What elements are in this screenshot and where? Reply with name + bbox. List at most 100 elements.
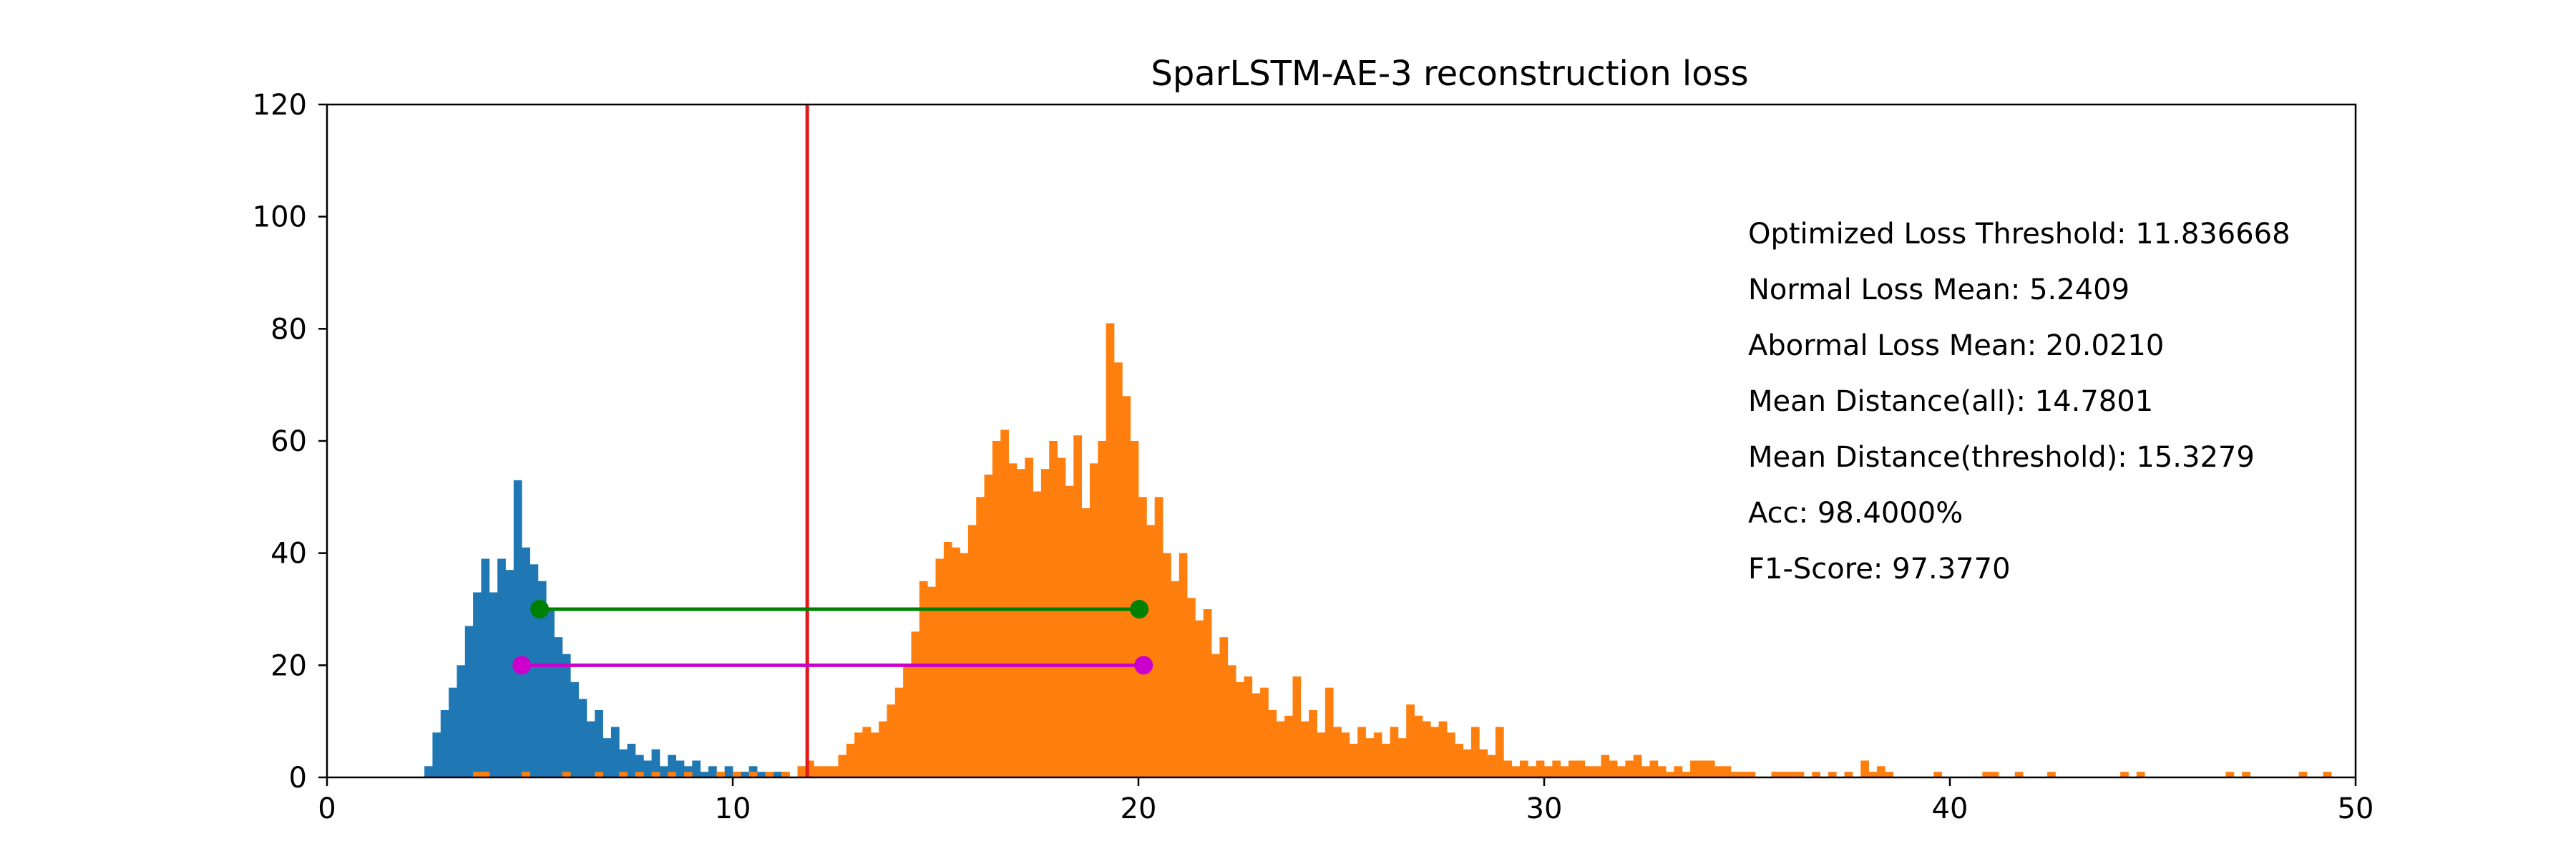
- histogram-bar-series-2: [2120, 772, 2129, 777]
- histogram-bar-series-2: [935, 558, 945, 777]
- histogram-bar-series-2: [1406, 704, 1415, 777]
- y-tick-label: 80: [270, 313, 307, 346]
- histogram-bar-series-2: [1106, 323, 1115, 777]
- histogram-bar-series-1: [619, 749, 628, 777]
- histogram-bar-series-2: [846, 744, 855, 777]
- histogram-bar-series-2: [1065, 485, 1074, 777]
- histogram-bar-series-2: [1357, 727, 1366, 777]
- histogram-bar-series-1: [424, 766, 433, 777]
- histogram-bar-series-2: [1876, 766, 1885, 777]
- histogram-bar-series-2: [2047, 772, 2056, 777]
- histogram-bar-series-2: [1552, 760, 1561, 777]
- histogram-bar-series-1: [505, 570, 514, 777]
- histogram-bar-series-2: [1146, 525, 1156, 777]
- histogram-bar-series-1: [537, 581, 547, 777]
- histogram-bar-series-2: [1154, 497, 1163, 777]
- histogram-bar-series-2: [806, 760, 814, 777]
- histogram-bar-series-1: [748, 766, 758, 777]
- histogram-bar-series-2: [1414, 715, 1423, 777]
- annotation-line-6: Acc: 98.4000%: [1748, 497, 1963, 530]
- histogram-bar-series-1: [595, 710, 603, 777]
- histogram-bar-series-2: [1219, 637, 1229, 777]
- histogram-bar-series-2: [1284, 715, 1293, 777]
- histogram-bar-series-2: [1544, 766, 1553, 777]
- histogram-bar-series-2: [2014, 772, 2024, 777]
- histogram-bar-series-1: [432, 732, 441, 777]
- histogram-bar-series-2: [1040, 469, 1050, 777]
- histogram-bar-series-2: [1324, 687, 1334, 777]
- histogram-bar-series-2: [2225, 772, 2235, 777]
- histogram-bar-series-2: [943, 542, 952, 777]
- histogram-bar-series-2: [1292, 676, 1302, 777]
- histogram-bar-series-2: [984, 475, 993, 777]
- histogram-bar-series-2: [879, 721, 887, 777]
- histogram-bar-series-2: [1706, 760, 1715, 777]
- histogram-bar-series-1: [489, 592, 498, 777]
- histogram-bar-series-2: [1536, 760, 1545, 777]
- histogram-bar-series-2: [1033, 491, 1042, 777]
- histogram-bar-series-2: [1868, 772, 1878, 777]
- histogram-bar-series-1: [683, 766, 693, 777]
- histogram-bar-series-2: [1025, 457, 1033, 777]
- histogram-bar-series-1: [570, 681, 579, 777]
- histogram-bar-series-2: [1203, 609, 1212, 777]
- histogram-bar-series-1: [602, 738, 612, 777]
- histogram-bar-series-2: [1138, 497, 1147, 777]
- annotation-line-1: Optimized Loss Threshold: 11.836668: [1748, 218, 2290, 251]
- histogram-bar-series-2: [1666, 772, 1674, 777]
- histogram-bar-series-2: [473, 772, 482, 777]
- histogram-bar-series-2: [797, 766, 806, 777]
- annotations-layer: Optimized Loss Threshold: 11.836668 Norma…: [1748, 218, 2290, 586]
- histogram-bar-series-2: [1016, 469, 1025, 777]
- histogram-bar-series-1: [530, 564, 539, 777]
- histogram-bar-series-1: [643, 760, 652, 777]
- histogram-bar-series-2: [894, 687, 904, 777]
- y-tick-label: 100: [253, 201, 307, 234]
- histogram-bar-series-2: [1276, 721, 1285, 777]
- histogram-bar-series-2: [683, 772, 693, 777]
- histogram-bar-series-2: [1171, 581, 1180, 777]
- histogram-bar-series-1: [449, 687, 457, 777]
- histogram-bar-series-2: [967, 525, 977, 777]
- histogram-bar-series-2: [927, 586, 936, 777]
- histogram-bar-series-2: [1714, 766, 1723, 777]
- histogram-bar-series-2: [1300, 721, 1309, 777]
- histogram-bar-series-1: [757, 772, 766, 777]
- histogram-bar-series-1: [440, 710, 449, 777]
- histogram-bar-series-2: [919, 581, 928, 777]
- histogram-bar-series-1: [546, 609, 555, 777]
- x-tick-label: 10: [715, 792, 751, 825]
- annotation-line-7: F1-Score: 97.3770: [1748, 553, 2011, 586]
- x-tick-label: 30: [1526, 792, 1563, 825]
- histogram-bar-series-2: [1163, 553, 1171, 777]
- x-tick-label: 40: [1932, 792, 1968, 825]
- histogram-bar-series-1: [586, 721, 595, 777]
- histogram-bar-series-2: [562, 772, 571, 777]
- histogram-bar-series-2: [1625, 760, 1634, 777]
- annotation-line-4: Mean Distance(all): 14.7801: [1748, 385, 2153, 418]
- histogram-bar-series-1: [554, 637, 563, 777]
- histogram-bar-series-2: [1739, 772, 1747, 777]
- histogram-bar-series-2: [1446, 732, 1455, 777]
- histogram-bar-series-2: [733, 772, 741, 777]
- histogram-bar-series-2: [1430, 727, 1439, 777]
- histogram-bar-series-2: [1195, 620, 1204, 777]
- histogram-bar-series-2: [1576, 760, 1586, 777]
- histogram-bar-series-2: [481, 772, 490, 777]
- histogram-bar-series-2: [1528, 766, 1537, 777]
- histogram-bar-series-1: [741, 772, 750, 777]
- histogram-bar-series-2: [716, 772, 726, 777]
- histogram-bar-series-2: [1227, 665, 1236, 777]
- histogram-bar-series-2: [1593, 766, 1601, 777]
- histogram-bar-series-2: [1609, 760, 1618, 777]
- histogram-bar-series-2: [2323, 772, 2332, 777]
- histogram-bar-series-2: [1982, 772, 1991, 777]
- histogram-bar-series-2: [1649, 760, 1659, 777]
- histogram-bar-series-2: [1479, 749, 1488, 777]
- histogram-bar-series-2: [1779, 772, 1788, 777]
- histogram-bar-series-2: [1089, 463, 1098, 777]
- histogram-bar-series-2: [1365, 738, 1375, 777]
- histogram-bar-series-2: [1244, 676, 1253, 777]
- histogram-bar-series-2: [1487, 754, 1496, 777]
